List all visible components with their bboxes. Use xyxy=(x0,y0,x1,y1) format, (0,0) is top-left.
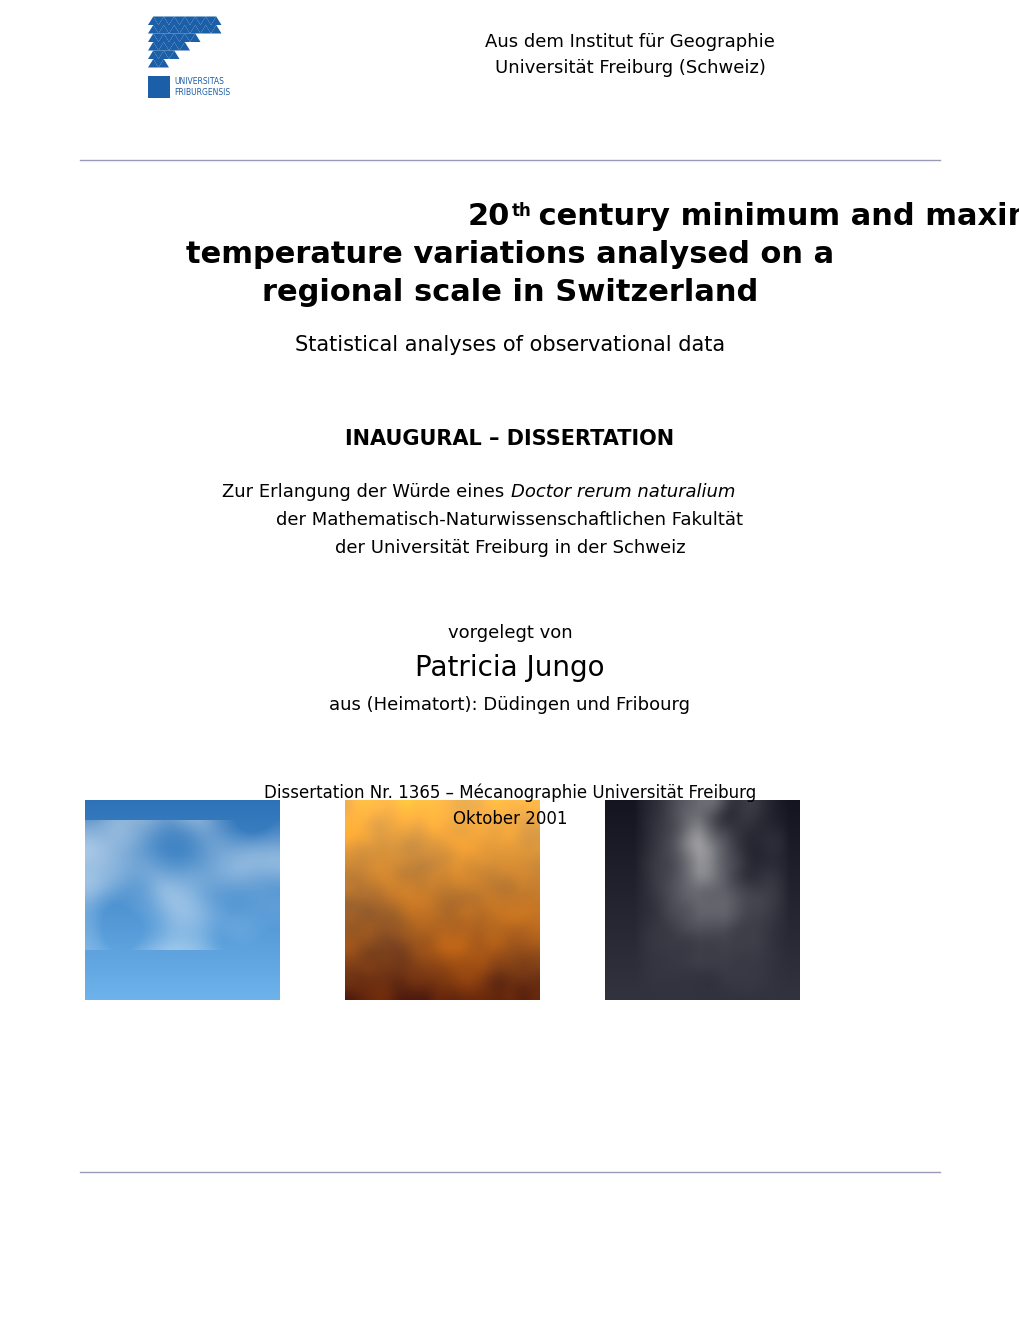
Polygon shape xyxy=(158,16,169,25)
Text: Patricia Jungo: Patricia Jungo xyxy=(415,653,604,682)
Polygon shape xyxy=(164,50,174,59)
Polygon shape xyxy=(169,25,179,33)
Text: aus (Heimatort): Düdingen und Fribourg: aus (Heimatort): Düdingen und Fribourg xyxy=(329,696,690,714)
Polygon shape xyxy=(158,50,169,59)
Text: UNIVERSITAS
FRIBURGENSIS: UNIVERSITAS FRIBURGENSIS xyxy=(174,77,230,98)
Text: Aus dem Institut für Geographie: Aus dem Institut für Geographie xyxy=(485,33,774,51)
Polygon shape xyxy=(169,42,179,50)
Bar xyxy=(148,77,170,98)
Polygon shape xyxy=(169,33,179,42)
Text: der Universität Freiburg in der Schweiz: der Universität Freiburg in der Schweiz xyxy=(334,539,685,557)
Polygon shape xyxy=(153,50,164,59)
Text: Zur Erlangung der Würde eines: Zur Erlangung der Würde eines xyxy=(222,483,510,502)
Polygon shape xyxy=(195,16,206,25)
Polygon shape xyxy=(153,59,164,67)
Polygon shape xyxy=(201,25,211,33)
Polygon shape xyxy=(174,33,184,42)
Text: Dissertation Nr. 1365 – Mécanographie Universität Freiburg: Dissertation Nr. 1365 – Mécanographie Un… xyxy=(264,784,755,803)
Polygon shape xyxy=(153,33,164,42)
Text: century minimum and maximum: century minimum and maximum xyxy=(528,202,1019,231)
Polygon shape xyxy=(153,25,164,33)
Polygon shape xyxy=(148,33,158,42)
Text: Statistical analyses of observational data: Statistical analyses of observational da… xyxy=(294,335,725,355)
Polygon shape xyxy=(164,33,174,42)
Polygon shape xyxy=(148,16,158,25)
Polygon shape xyxy=(164,42,174,50)
Polygon shape xyxy=(174,16,184,25)
Text: th: th xyxy=(512,202,531,220)
Polygon shape xyxy=(148,25,158,33)
Polygon shape xyxy=(148,42,158,50)
Polygon shape xyxy=(201,16,211,25)
Polygon shape xyxy=(190,16,201,25)
Text: vorgelegt von: vorgelegt von xyxy=(447,624,572,642)
Text: 20: 20 xyxy=(467,202,510,231)
Polygon shape xyxy=(158,59,169,67)
Text: Oktober 2001: Oktober 2001 xyxy=(452,810,567,828)
Polygon shape xyxy=(158,42,169,50)
Polygon shape xyxy=(190,33,201,42)
Polygon shape xyxy=(211,25,221,33)
Text: Doctor rerum naturalium: Doctor rerum naturalium xyxy=(511,483,735,502)
Polygon shape xyxy=(211,16,221,25)
Polygon shape xyxy=(179,42,190,50)
Polygon shape xyxy=(195,25,206,33)
Text: regional scale in Switzerland: regional scale in Switzerland xyxy=(262,279,757,308)
Polygon shape xyxy=(206,25,216,33)
Text: temperature variations analysed on a: temperature variations analysed on a xyxy=(185,240,834,269)
Polygon shape xyxy=(190,25,201,33)
Polygon shape xyxy=(153,16,164,25)
Polygon shape xyxy=(148,59,158,67)
Polygon shape xyxy=(158,25,169,33)
Polygon shape xyxy=(206,16,216,25)
Polygon shape xyxy=(174,25,184,33)
Polygon shape xyxy=(164,16,174,25)
Polygon shape xyxy=(169,16,179,25)
Polygon shape xyxy=(174,42,184,50)
Polygon shape xyxy=(179,25,190,33)
Polygon shape xyxy=(184,16,195,25)
Polygon shape xyxy=(179,16,190,25)
Text: INAUGURAL – DISSERTATION: INAUGURAL – DISSERTATION xyxy=(345,429,674,449)
Text: der Mathematisch-Naturwissenschaftlichen Fakultät: der Mathematisch-Naturwissenschaftlichen… xyxy=(276,511,743,529)
Polygon shape xyxy=(158,33,169,42)
Polygon shape xyxy=(184,33,195,42)
Polygon shape xyxy=(164,25,174,33)
Polygon shape xyxy=(153,42,164,50)
Polygon shape xyxy=(179,33,190,42)
Polygon shape xyxy=(169,50,179,59)
Polygon shape xyxy=(148,50,158,59)
Text: Universität Freiburg (Schweiz): Universität Freiburg (Schweiz) xyxy=(494,59,764,77)
Polygon shape xyxy=(184,25,195,33)
